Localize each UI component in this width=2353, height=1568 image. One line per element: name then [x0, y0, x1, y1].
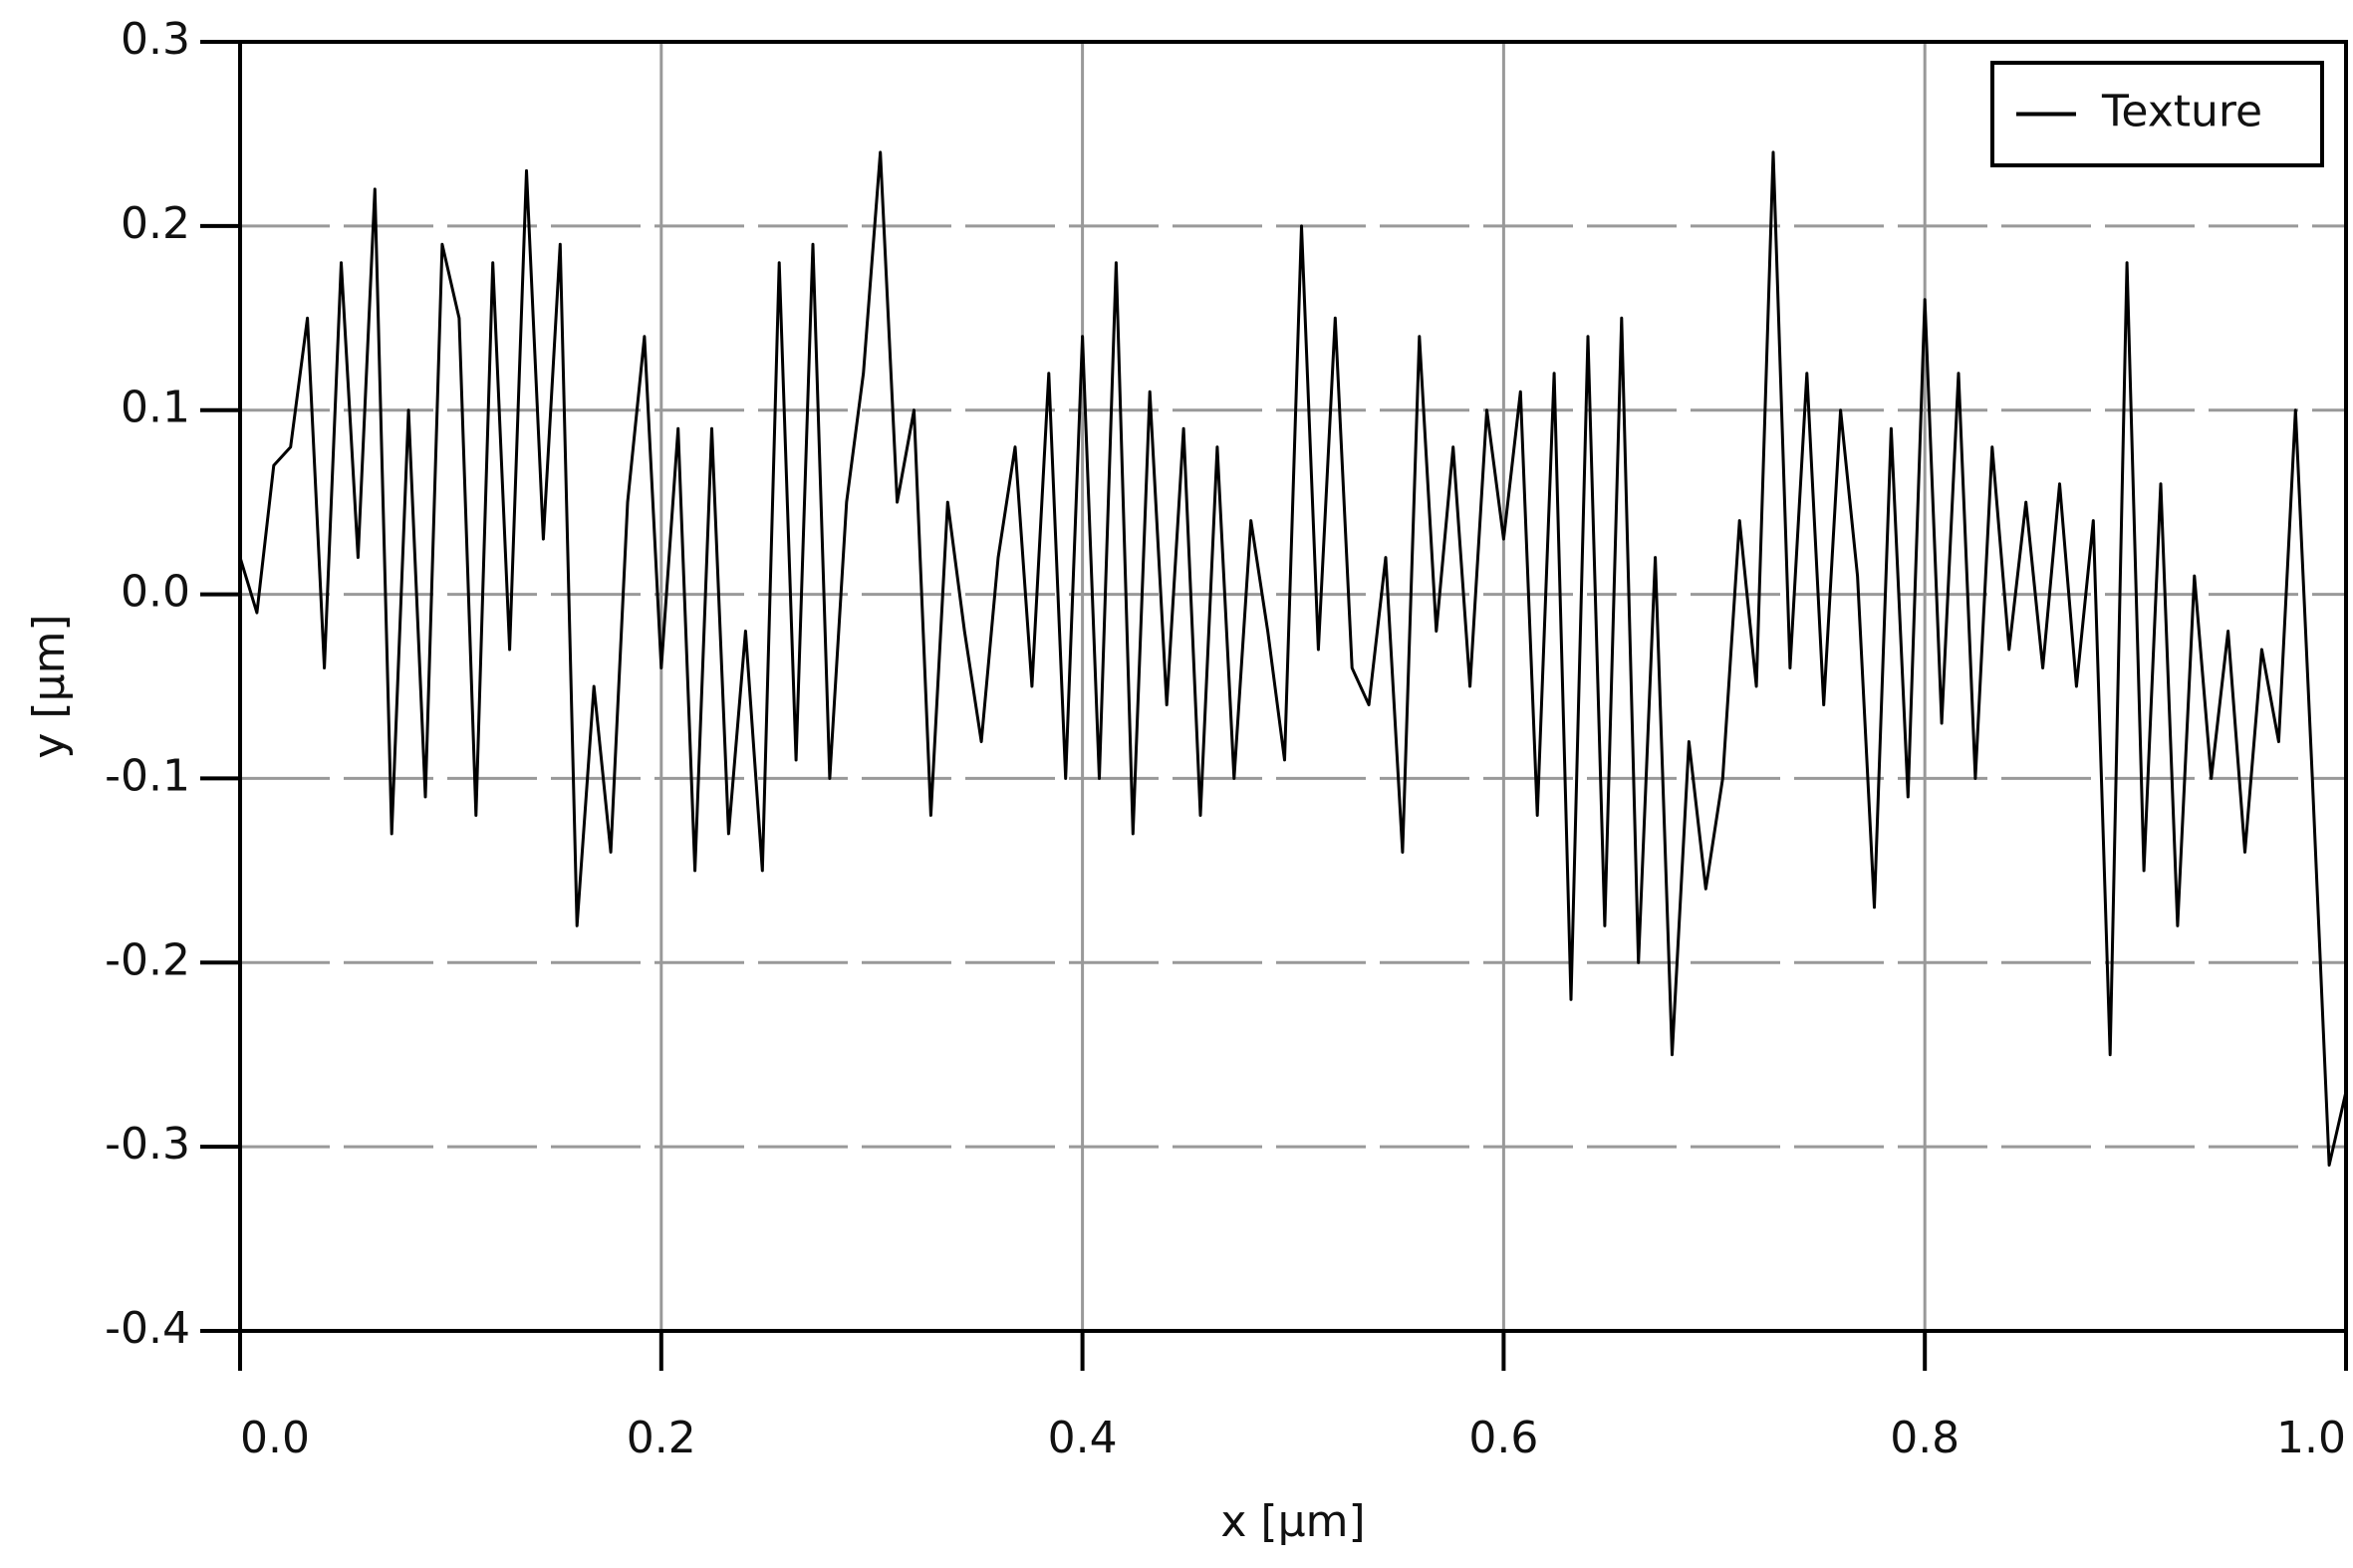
y-axis-label: y [µm] — [24, 614, 75, 758]
x-tick-label: 0.6 — [1468, 1413, 1538, 1463]
y-tick-label: 0.0 — [121, 567, 190, 618]
legend-label: Texture — [2101, 87, 2262, 137]
y-tick-label: 0.1 — [121, 383, 190, 433]
x-axis-label: x [µm] — [1220, 1496, 1365, 1547]
y-tick-label: -0.2 — [105, 934, 190, 985]
x-tick-label: 0.0 — [240, 1413, 310, 1463]
plot-frame — [238, 40, 2348, 1333]
data-line — [238, 150, 2348, 1168]
y-tick-label: -0.1 — [105, 750, 190, 801]
x-tick-label: 0.8 — [1890, 1413, 1960, 1463]
y-tick-label: -0.3 — [105, 1119, 190, 1170]
x-tick-label: 0.4 — [1048, 1413, 1118, 1463]
y-tick-label: 0.2 — [121, 198, 190, 249]
y-tick-label: 0.3 — [121, 14, 190, 65]
y-tick-label: -0.4 — [105, 1303, 190, 1354]
x-tick-label: 1.0 — [2276, 1413, 2346, 1463]
x-tick-label: 0.2 — [627, 1413, 696, 1463]
